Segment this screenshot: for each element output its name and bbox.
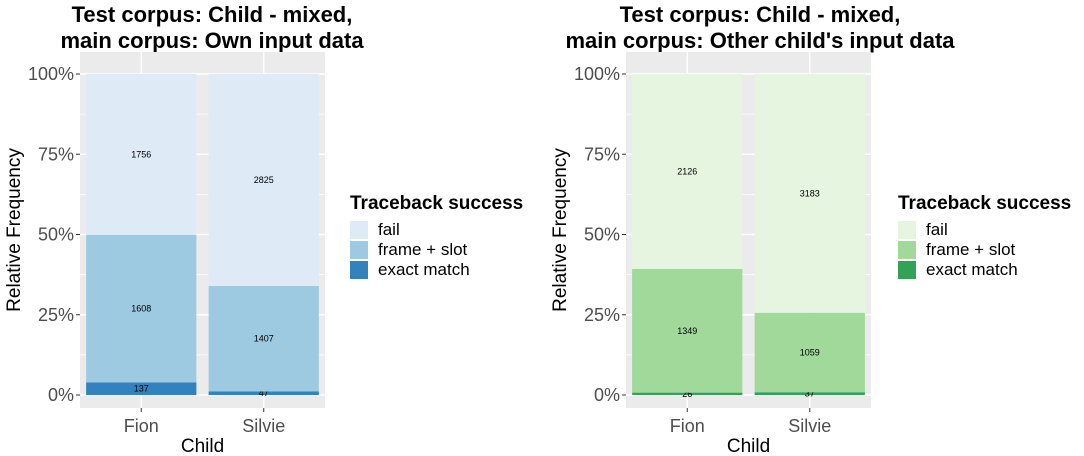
data-label: 47 (259, 388, 269, 398)
legend-label: fail (378, 220, 400, 239)
y-tick-label: 25% (38, 305, 74, 325)
bar-segment (754, 74, 865, 313)
legend-swatch (898, 221, 916, 239)
bar-segment (86, 235, 197, 383)
chart-panel-1: Test corpus: Child - mixed,main corpus: … (4, 2, 523, 456)
y-tick-label: 50% (584, 225, 620, 245)
chart-title-line: main corpus: Own input data (60, 28, 364, 53)
x-tick-label: Fion (124, 416, 159, 436)
data-label: 1059 (800, 348, 820, 358)
legend-swatch (350, 241, 368, 259)
x-axis-title: Child (727, 436, 770, 456)
bar-segment (208, 74, 319, 286)
y-tick-label: 75% (584, 144, 620, 164)
legend-title: Traceback success (898, 193, 1071, 214)
data-label: 37 (805, 389, 815, 399)
y-tick-label: 100% (574, 64, 620, 84)
x-tick-label: Silvie (242, 416, 285, 436)
y-axis-title: Relative Frequency (4, 148, 25, 312)
x-tick-label: Fion (670, 416, 705, 436)
y-tick-label: 100% (28, 64, 74, 84)
bar-segment (208, 391, 319, 395)
data-label: 1756 (131, 150, 151, 160)
chart-title-line: main corpus: Other child's input data (565, 28, 955, 53)
legend-label: frame + slot (378, 240, 468, 259)
legend-label: fail (926, 220, 948, 239)
data-label: 1349 (677, 326, 697, 336)
bar-segment (208, 285, 319, 392)
bar-segment (86, 74, 197, 236)
chart-panel-2: Test corpus: Child - mixed,main corpus: … (550, 2, 1071, 456)
data-label: 137 (134, 384, 149, 394)
x-axis-title: Child (181, 436, 224, 456)
y-tick-label: 0% (48, 385, 74, 405)
bar-segment (632, 268, 743, 393)
data-label: 3183 (800, 188, 820, 198)
bar-segment (754, 312, 865, 393)
x-tick-label: Silvie (788, 416, 831, 436)
legend-label: exact match (378, 260, 470, 279)
y-tick-label: 25% (584, 305, 620, 325)
legend-swatch (898, 261, 916, 279)
bar-segment (754, 392, 865, 395)
bar-segment (632, 392, 743, 395)
legend-title: Traceback success (350, 193, 523, 214)
chart-title-line: Test corpus: Child - mixed, (620, 2, 901, 27)
y-tick-label: 0% (594, 385, 620, 405)
legend-label: exact match (926, 260, 1018, 279)
legend-label: frame + slot (926, 240, 1016, 259)
chart-title-line: Test corpus: Child - mixed, (72, 2, 353, 27)
data-label: 26 (682, 389, 692, 399)
bar-segment (86, 382, 197, 395)
legend-swatch (350, 261, 368, 279)
data-label: 1407 (254, 334, 274, 344)
y-axis-title: Relative Frequency (550, 148, 571, 312)
data-label: 1608 (131, 304, 151, 314)
legend-swatch (350, 221, 368, 239)
bar-segment (632, 74, 743, 269)
y-tick-label: 75% (38, 144, 74, 164)
y-tick-label: 50% (38, 225, 74, 245)
data-label: 2126 (677, 166, 697, 176)
legend-swatch (898, 241, 916, 259)
data-label: 2825 (254, 175, 274, 185)
